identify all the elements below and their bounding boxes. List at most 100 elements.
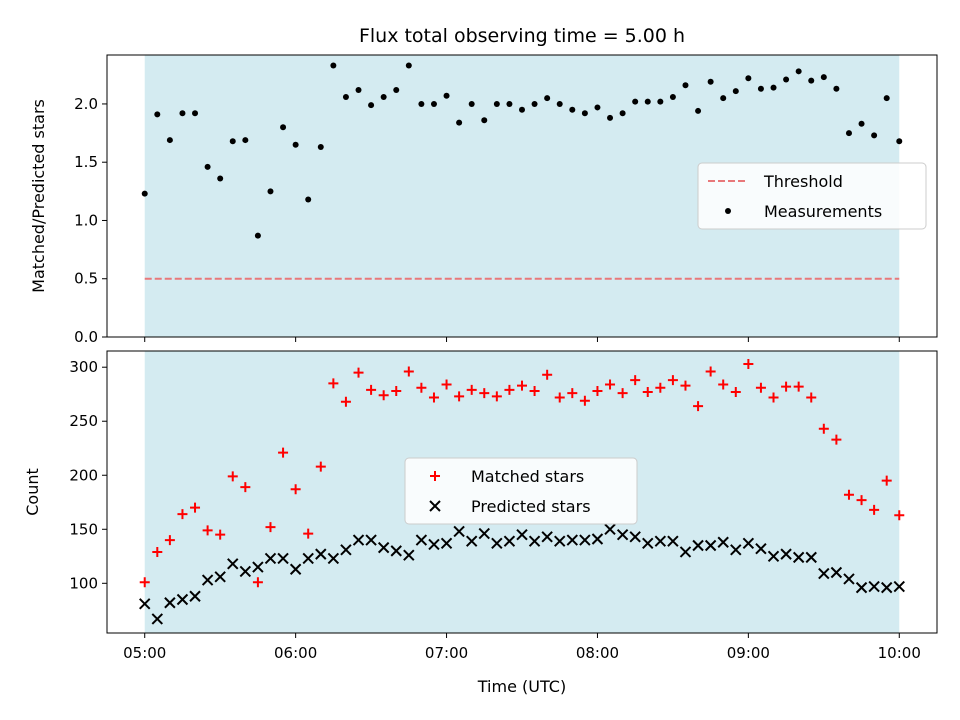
predicted-stars-point — [176, 593, 189, 606]
predicted-stars-point — [352, 534, 365, 546]
ratio-panel: 0.0 0.5 1.0 1.5 2.0 Matched/Predicted stars Th… — [29, 54, 938, 346]
predicted-stars-point — [667, 535, 679, 547]
legend-label: Matched stars — [471, 467, 584, 486]
matched-stars-point — [177, 509, 188, 520]
matched-stars-point — [718, 379, 729, 390]
matched-stars-point — [517, 380, 527, 391]
predicted-stars-point — [780, 548, 792, 560]
y-tick-label: 0.0 — [74, 328, 98, 346]
predicted-stars-point — [478, 527, 490, 540]
predicted-stars-point — [315, 548, 327, 560]
predicted-stars-point — [629, 531, 641, 543]
matched-stars-point — [290, 484, 301, 495]
measurement-point — [456, 119, 463, 126]
predicted-stars-point — [792, 551, 805, 564]
matched-stars-point — [642, 387, 653, 398]
matched-stars-point — [856, 495, 867, 506]
legend-box — [404, 457, 638, 525]
matched-stars-point — [152, 546, 163, 557]
predicted-stars-point — [893, 580, 905, 593]
measurement-point — [393, 86, 400, 93]
matched-stars-point — [579, 395, 590, 406]
measurement-point — [757, 85, 764, 92]
legend: Threshold Measurements — [697, 162, 927, 230]
predicted-stars-point — [264, 552, 277, 565]
measurement-point — [481, 117, 488, 124]
measurement-point — [820, 74, 827, 81]
legend-label: Threshold — [763, 172, 843, 191]
x-tick-label: 08:00 — [576, 644, 619, 662]
matched-stars-point — [605, 379, 616, 390]
measurement-point — [418, 100, 425, 107]
legend-label: Measurements — [764, 202, 882, 221]
matched-stars-point — [240, 482, 251, 493]
measurement-point — [166, 137, 173, 144]
measurement-point — [443, 92, 450, 99]
matched-stars-point — [190, 502, 201, 513]
matched-stars-point — [705, 366, 716, 377]
plot-frame — [106, 350, 938, 634]
matched-stars-point — [428, 392, 439, 403]
predicted-stars-point — [327, 552, 340, 565]
measurement-point — [342, 93, 349, 100]
matched-stars-point — [655, 382, 666, 393]
measurement-point — [292, 141, 299, 148]
x-tick-label: 10:00 — [878, 644, 921, 662]
measurement-point — [380, 93, 387, 100]
measurement-point — [544, 95, 551, 102]
legend: Matched stars Predicted stars — [404, 457, 638, 525]
measurement-point — [531, 100, 538, 107]
matched-stars-point — [340, 396, 351, 407]
measurement-point — [770, 84, 777, 91]
measurement-point — [179, 110, 186, 117]
predicted-stars-point — [604, 523, 616, 535]
measurement-point — [229, 138, 236, 145]
matched-stars-point — [781, 381, 792, 392]
measurement-point — [280, 124, 287, 131]
matched-stars-point — [479, 388, 490, 399]
measurement-point — [858, 120, 865, 127]
predicted-stars-point — [528, 535, 541, 547]
measurement-point — [833, 85, 840, 92]
predicted-stars-point — [340, 544, 352, 556]
predicted-stars-point — [654, 535, 667, 547]
predicted-stars-point — [390, 545, 402, 557]
matched-stars-point — [454, 391, 465, 402]
predicted-stars-point — [377, 541, 390, 554]
matched-stars-point — [416, 382, 427, 393]
matched-stars-point — [617, 388, 628, 399]
count-panel: 100 150 200 250 300 05:00 06:00 07:00 08:00 09:00… — [23, 350, 938, 662]
matched-stars-point — [768, 392, 779, 403]
matched-stars-point — [869, 504, 880, 515]
measurement-point — [192, 110, 199, 117]
y-tick-label: 250 — [69, 412, 98, 430]
measurement-point — [732, 88, 739, 95]
predicted-stars-point — [239, 565, 252, 578]
x-tick-label: 06:00 — [274, 644, 317, 662]
matched-stars-point — [265, 522, 276, 533]
matched-stars-point — [353, 367, 364, 378]
predicted-stars-point — [868, 580, 880, 593]
predicted-stars-point — [403, 549, 415, 561]
plot-frame — [106, 54, 938, 338]
predicted-stars-point — [591, 533, 604, 545]
measurement-point — [154, 111, 161, 118]
measurement-point — [657, 98, 664, 105]
predicted-stars-point — [818, 567, 830, 580]
y-tick-label: 200 — [69, 466, 98, 484]
measurement-point — [468, 100, 475, 107]
measurement-point — [594, 104, 601, 111]
measurement-point — [808, 77, 815, 84]
y-tick-label: 150 — [69, 520, 98, 538]
measurement-point — [405, 62, 412, 69]
measurement-point — [607, 114, 614, 121]
predicted-stars-point — [440, 537, 453, 550]
measurement-point — [581, 110, 588, 117]
matched-stars-point — [667, 375, 678, 386]
predicted-stars-point — [139, 598, 151, 610]
measurement-point — [217, 175, 224, 182]
predicted-stars-point — [566, 534, 579, 546]
measurement-point — [556, 100, 563, 107]
predicted-stars-point — [214, 571, 226, 583]
